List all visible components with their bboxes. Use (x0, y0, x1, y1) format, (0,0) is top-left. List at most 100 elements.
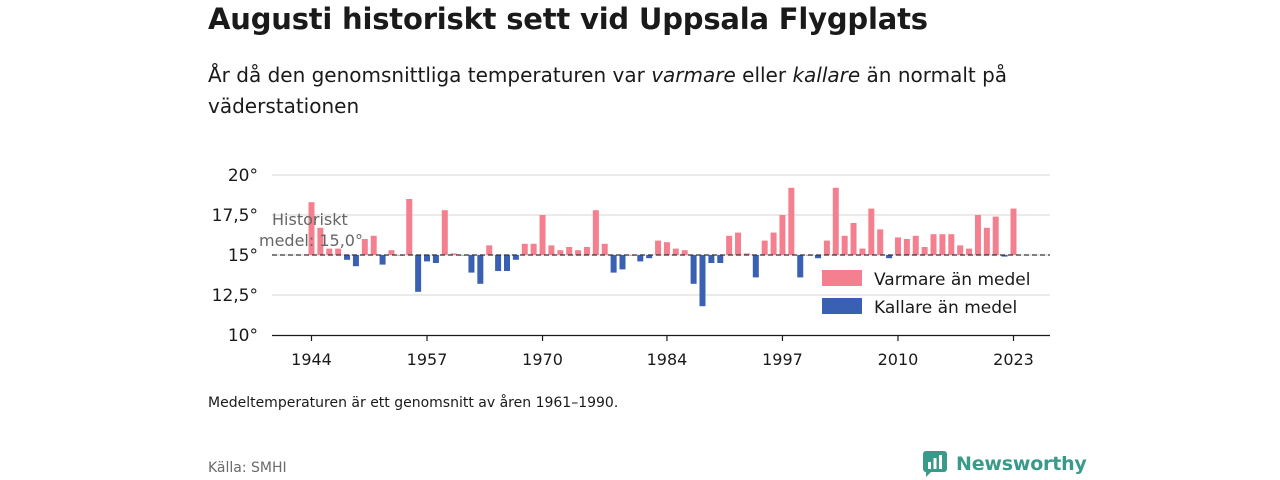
bar-warm (450, 253, 457, 255)
x-tick-label: 1997 (762, 350, 803, 369)
bar-warm (601, 243, 608, 255)
y-tick-label: 20° (228, 166, 258, 186)
brand-logo[interactable]: Newsworthy (922, 450, 1087, 478)
footnote: Medeltemperaturen är ett genomsnitt av å… (208, 395, 619, 411)
bar-warm (557, 250, 564, 255)
bar-cold (610, 255, 617, 273)
chart-title: Augusti historiskt sett vid Uppsala Flyg… (208, 2, 928, 36)
bar-cold (815, 255, 822, 259)
bar-warm (441, 210, 448, 255)
x-tick-label: 2023 (993, 350, 1034, 369)
bar-cold (495, 255, 502, 271)
bar-warm (308, 202, 315, 255)
bar-warm (948, 234, 955, 255)
bar-warm (930, 234, 937, 255)
legend-cold-label: Kallare än medel (874, 298, 1017, 318)
bar-warm (912, 235, 919, 255)
x-tick-label: 1944 (291, 350, 332, 369)
subtitle-text-2: eller (735, 63, 793, 87)
bar-warm (735, 232, 742, 255)
subtitle-text-3: än normalt på väderstationen (208, 63, 1008, 118)
bar-warm (388, 250, 395, 255)
bar-series (308, 187, 1017, 307)
bar-warm (628, 255, 635, 256)
bar-cold (637, 255, 644, 262)
bar-warm (530, 243, 537, 255)
subtitle-cold-word: kallare (792, 63, 861, 87)
bar-warm (868, 208, 875, 255)
baseline-label-line1: Historiskt (272, 210, 348, 229)
y-tick-label: 17,5° (212, 206, 258, 226)
bar-cold (886, 255, 893, 259)
bar-warm (788, 187, 795, 255)
bar-warm (459, 255, 466, 256)
bar-warm (779, 215, 786, 255)
bar-warm (903, 239, 910, 255)
bar-cold (797, 255, 804, 278)
bar-warm (406, 199, 413, 255)
bar-warm (317, 227, 324, 255)
tick-labels: 10° 12,5° 15° 17,5° 20° 1944 1957 1970 1984 1997 2… (212, 166, 1034, 369)
x-tick-label: 1957 (407, 350, 448, 369)
bar-warm (966, 248, 973, 255)
bar-warm (566, 247, 573, 255)
bar-warm (992, 216, 999, 255)
bar-cold (432, 255, 439, 263)
bar-warm (743, 253, 750, 255)
bar-warm (823, 240, 830, 255)
baseline: Historiskt medel: 15,0° (259, 210, 1050, 256)
bar-warm (939, 234, 946, 255)
bar-warm (850, 223, 857, 255)
y-tick-label: 12,5° (212, 286, 258, 306)
bar-cold (477, 255, 484, 284)
bar-cold (503, 255, 510, 271)
bar-warm (681, 250, 688, 255)
bar-cold (646, 255, 653, 259)
x-tick-label: 2010 (878, 350, 919, 369)
bar-warm (326, 248, 333, 255)
bar-warm (655, 240, 662, 255)
bar-warm (974, 215, 981, 255)
bar-warm (1010, 208, 1017, 255)
subtitle-warm-word: varmare (651, 63, 736, 87)
bar-warm (832, 187, 839, 255)
bar-warm (575, 250, 582, 255)
bar-cold (619, 255, 626, 270)
bar-cold (717, 255, 724, 263)
x-tick-label: 1984 (647, 350, 688, 369)
bar-cold (1001, 255, 1008, 257)
bar-cold (512, 255, 519, 260)
bar-warm (761, 240, 768, 255)
bar-cold (352, 255, 359, 267)
legend-cold-swatch (822, 298, 862, 314)
bar-cold (379, 255, 386, 265)
legend-warm-label: Varmare än medel (874, 270, 1030, 290)
bar-cold (708, 255, 715, 263)
baseline-label-line2: medel: 15,0° (259, 231, 363, 250)
source-label: Källa: SMHI (208, 460, 287, 476)
bar-warm (663, 242, 670, 255)
bar-warm (361, 239, 368, 255)
chart-subtitle: År då den genomsnittliga temperaturen va… (208, 60, 1038, 122)
bar-cold (468, 255, 475, 273)
bar-warm (983, 227, 990, 255)
bar-cold (752, 255, 759, 278)
bar-warm (539, 215, 546, 255)
brand-name: Newsworthy (956, 453, 1087, 475)
bar-warm (841, 235, 848, 255)
bar-cold (415, 255, 422, 292)
bar-warm (877, 229, 884, 255)
bar-warm (521, 243, 528, 255)
bar-cold (424, 255, 431, 262)
bar-warm (770, 232, 777, 255)
bar-warm (672, 248, 679, 255)
bar-cold (344, 255, 351, 260)
axes (272, 334, 1050, 341)
bar-warm (921, 247, 928, 255)
bar-warm (583, 247, 590, 255)
bar-warm (486, 245, 493, 255)
x-tick-label: 1970 (522, 350, 563, 369)
y-tick-label: 10° (228, 326, 258, 346)
bar-warm (592, 210, 599, 255)
bar-warm (894, 237, 901, 255)
